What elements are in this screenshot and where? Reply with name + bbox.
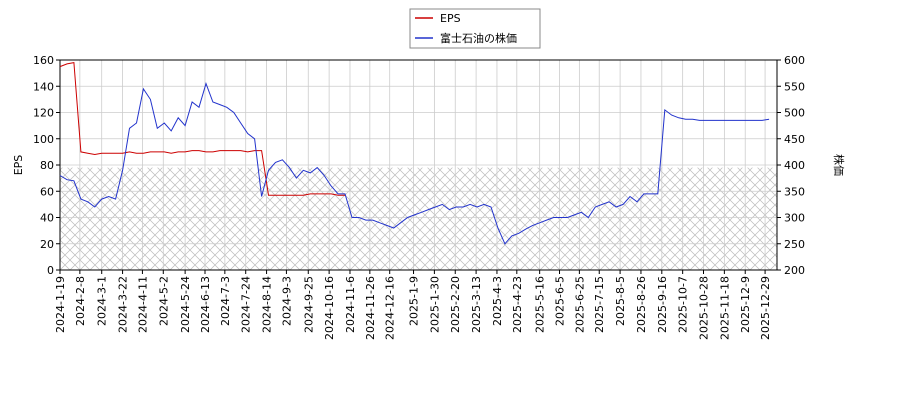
x-tick-label: 2025-1-9 xyxy=(408,276,421,326)
legend-box xyxy=(409,8,541,49)
y2-tick-label: 600 xyxy=(784,54,805,67)
series-line xyxy=(59,62,345,196)
x-tick-label: 2024-9-25 xyxy=(302,276,315,333)
x-tick-label: 2025-1-30 xyxy=(428,276,441,333)
y2-tick-label: 250 xyxy=(784,238,805,251)
x-tick-label: 2024-2-8 xyxy=(74,276,87,326)
legend-label: EPS xyxy=(440,12,461,25)
x-tick-label: 2025-7-15 xyxy=(593,276,606,333)
x-tick-label: 2025-6-25 xyxy=(573,276,586,333)
x-tick-label: 2024-11-6 xyxy=(344,276,357,333)
x-tick-label: 2025-8-5 xyxy=(614,276,627,326)
x-tick-label: 2025-10-7 xyxy=(677,276,690,333)
y2-tick-label: 500 xyxy=(784,107,805,120)
x-tick-label: 2024-12-16 xyxy=(384,276,397,340)
x-tick-label: 2024-9-3 xyxy=(280,276,293,326)
y-tick-label: 80 xyxy=(40,159,54,172)
shaded-region xyxy=(60,167,777,270)
y-tick-label: 0 xyxy=(47,264,54,277)
x-tick-label: 2025-6-5 xyxy=(554,276,567,326)
x-tick-label: 2024-11-26 xyxy=(364,276,377,340)
x-tick-label: 2024-3-1 xyxy=(96,276,109,326)
x-tick-label: 2025-4-3 xyxy=(491,276,504,326)
x-tick-label: 2024-10-16 xyxy=(323,276,336,340)
x-tick-label: 2025-11-18 xyxy=(718,276,731,340)
y2-tick-label: 450 xyxy=(784,133,805,146)
y-tick-label: 60 xyxy=(40,185,54,198)
x-tick-label: 2024-3-22 xyxy=(117,276,130,333)
x-tick-label: 2025-2-20 xyxy=(449,276,462,333)
y-tick-label: 20 xyxy=(40,238,54,251)
x-tick-label: 2025-3-13 xyxy=(470,276,483,333)
x-tick-label: 2024-4-11 xyxy=(136,276,149,333)
x-tick-label: 2025-4-23 xyxy=(511,276,524,333)
y2-tick-label: 300 xyxy=(784,212,805,225)
y-tick-label: 160 xyxy=(33,54,54,67)
legend-label: 富士石油の株価 xyxy=(440,31,517,45)
x-tick-label: 2025-10-28 xyxy=(698,276,711,340)
y2-tick-label: 350 xyxy=(784,185,805,198)
x-tick-label: 2024-5-24 xyxy=(179,276,192,333)
x-tick-label: 2025-12-29 xyxy=(759,276,772,340)
x-tick-label: 2024-7-3 xyxy=(219,276,232,326)
x-tick-label: 2024-7-24 xyxy=(240,276,253,333)
x-tick-label: 2024-5-2 xyxy=(157,276,170,326)
y2-axis-label: 株価 xyxy=(832,154,846,176)
x-tick-label: 2025-12-9 xyxy=(739,276,752,333)
y2-tick-label: 200 xyxy=(784,264,805,277)
legend: EPS 富士石油の株価 xyxy=(409,8,541,49)
y2-tick-label: 400 xyxy=(784,159,805,172)
y-tick-label: 120 xyxy=(33,107,54,120)
x-tick-label: 2024-6-13 xyxy=(199,276,212,333)
x-tick-label: 2024-1-19 xyxy=(54,276,67,333)
y2-tick-label: 550 xyxy=(784,80,805,93)
plot-frame xyxy=(59,59,778,271)
y-tick-label: 40 xyxy=(40,212,54,225)
x-tick-label: 2025-8-26 xyxy=(635,276,648,333)
x-tick-label: 2024-8-14 xyxy=(261,276,274,333)
x-tick-label: 2025-5-16 xyxy=(534,276,547,333)
y-tick-label: 140 xyxy=(33,80,54,93)
y-axis-label: EPS xyxy=(12,155,25,176)
series-line xyxy=(59,82,770,245)
y-tick-label: 100 xyxy=(33,133,54,146)
x-tick-label: 2025-9-16 xyxy=(656,276,669,333)
